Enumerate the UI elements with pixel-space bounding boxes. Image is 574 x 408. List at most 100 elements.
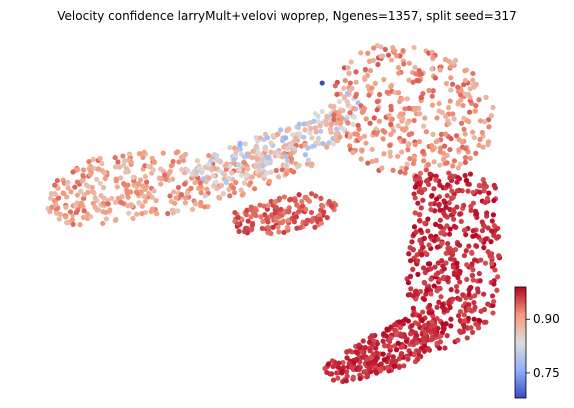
scatter-point <box>494 287 500 293</box>
scatter-point <box>151 159 158 165</box>
scatter-point <box>141 193 147 200</box>
scatter-point <box>358 156 364 162</box>
scatter-point <box>371 338 377 344</box>
scatter-point <box>273 167 279 174</box>
scatter-point <box>339 368 345 374</box>
scatter-point <box>395 153 401 159</box>
scatter-point <box>232 209 238 216</box>
scatter-point <box>241 160 247 166</box>
scatter-point <box>241 180 248 186</box>
scatter-point <box>348 59 354 65</box>
scatter-point <box>410 293 416 299</box>
scatter-point <box>484 210 490 216</box>
scatter-point <box>403 165 409 171</box>
scatter-point <box>418 205 424 211</box>
scatter-point <box>443 204 449 210</box>
scatter-point <box>178 192 185 198</box>
scatter-point <box>374 99 380 105</box>
scatter-point <box>263 146 269 153</box>
scatter-point-outlier <box>283 135 289 141</box>
scatter-point <box>149 155 155 161</box>
scatter-point <box>360 338 366 344</box>
scatter-point <box>446 299 452 305</box>
scatter-point <box>448 63 454 70</box>
scatter-point <box>286 126 292 133</box>
scatter-point <box>209 167 215 173</box>
scatter-point <box>455 313 462 319</box>
scatter-point <box>365 50 371 56</box>
scatter-point <box>341 94 348 100</box>
scatter-point-outlier <box>237 142 243 148</box>
scatter-point <box>308 191 315 197</box>
scatter-point <box>378 361 384 367</box>
scatter-point <box>473 103 479 109</box>
scatter-point <box>97 155 103 162</box>
scatter-point <box>305 145 311 151</box>
scatter-point <box>443 321 449 327</box>
scatter-point <box>361 133 368 139</box>
scatter-point <box>351 359 357 365</box>
scatter-point <box>220 191 226 197</box>
scatter-point <box>235 214 241 221</box>
scatter-point <box>461 312 467 318</box>
scatter-point <box>385 364 391 371</box>
scatter-point <box>347 110 353 116</box>
scatter-point <box>315 118 321 125</box>
scatter-point <box>413 229 419 235</box>
scatter-point <box>175 208 181 214</box>
scatter-point <box>457 161 463 167</box>
scatter-point <box>462 154 469 161</box>
scatter-point <box>250 148 256 154</box>
scatter-point <box>114 184 120 190</box>
scatter-point <box>288 167 294 173</box>
scatter-point <box>328 203 334 209</box>
scatter-point <box>395 123 401 129</box>
scatter-point <box>91 165 98 172</box>
scatter-point <box>128 189 134 195</box>
scatter-point <box>406 105 412 111</box>
scatter-point <box>319 108 325 115</box>
scatter-point <box>125 194 131 200</box>
scatter-point <box>337 134 343 140</box>
scatter-point <box>437 217 443 223</box>
scatter-point <box>217 158 223 164</box>
scatter-point <box>454 260 460 266</box>
scatter-point <box>469 329 476 335</box>
scatter-point <box>393 322 399 328</box>
scatter-point <box>370 351 377 357</box>
scatter-point <box>405 280 412 286</box>
scatter-point <box>350 374 356 380</box>
scatter-point <box>454 283 460 290</box>
scatter-point <box>461 227 468 233</box>
scatter-point <box>399 96 405 102</box>
scatter-point <box>182 200 188 206</box>
scatter-point <box>477 118 484 124</box>
scatter-point <box>434 196 440 202</box>
scatter-point <box>411 154 417 160</box>
scatter-point <box>423 291 429 297</box>
scatter-point <box>491 232 497 239</box>
scatter-point <box>447 226 453 232</box>
scatter-point <box>279 154 286 160</box>
scatter-point <box>481 188 487 194</box>
scatter-point <box>367 120 373 126</box>
scatter-point <box>392 48 398 54</box>
scatter-point <box>251 186 258 192</box>
scatter-point <box>320 203 326 209</box>
scatter-point <box>169 207 176 213</box>
scatter-point <box>365 83 371 89</box>
scatter-point <box>85 183 91 190</box>
scatter-point <box>99 160 105 167</box>
scatter-point <box>461 81 467 88</box>
scatter-point <box>248 204 255 211</box>
scatter-point <box>411 44 417 51</box>
scatter-point <box>462 77 469 84</box>
scatter-point <box>454 288 460 294</box>
scatter-point <box>468 207 474 214</box>
scatter-point <box>451 209 457 215</box>
scatter-point <box>413 71 419 77</box>
scatter-point <box>470 233 476 239</box>
scatter-point <box>382 46 388 52</box>
scatter-point <box>101 195 107 201</box>
scatter-point <box>391 363 398 369</box>
